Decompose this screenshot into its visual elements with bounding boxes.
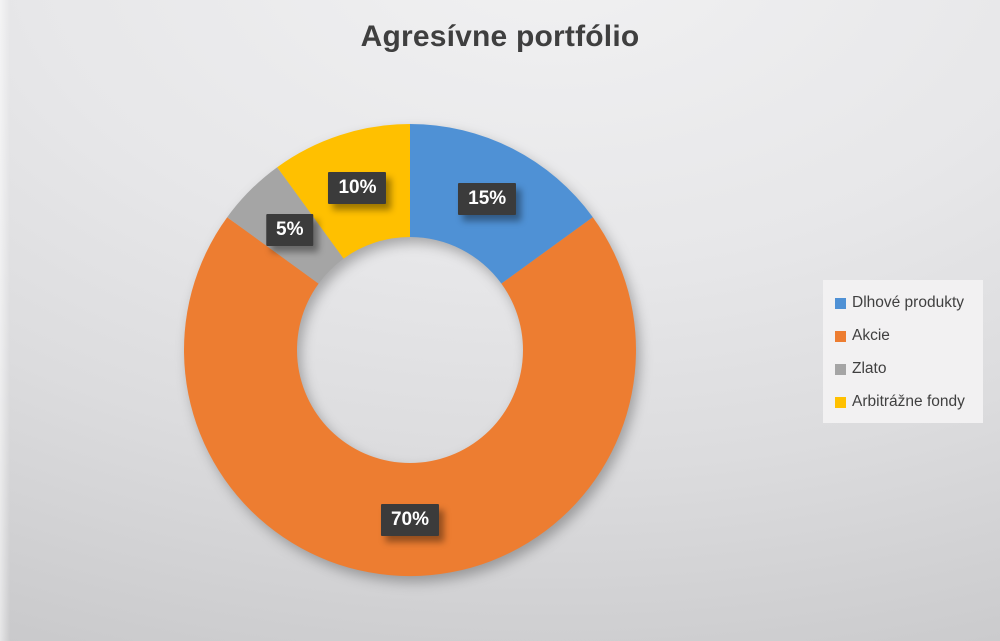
legend-item-0: Dlhové produkty (835, 288, 977, 318)
legend-item-3: Arbitrážne fondy (835, 387, 977, 417)
legend-item-1: Akcie (835, 321, 977, 351)
chart-title: Agresívne portfólio (360, 20, 640, 53)
legend-swatch-icon (835, 297, 846, 309)
data-label-0: 15% (458, 182, 517, 215)
data-label-3: 10% (328, 172, 387, 205)
chart-legend: Dlhové produkty Akcie Zlato Arbitrážne fond… (823, 280, 983, 423)
legend-label: Dlhové produkty (852, 294, 965, 311)
legend-swatch-icon (835, 363, 846, 375)
legend-swatch-icon (835, 330, 846, 342)
legend-item-2: Zlato (835, 354, 977, 384)
data-label-2: 5% (266, 213, 314, 246)
legend-label: Arbitrážne fondy (852, 393, 965, 410)
pie-slice-1 (183, 217, 637, 577)
legend-label: Akcie (852, 327, 890, 344)
legend-label: Zlato (852, 360, 887, 377)
legend-swatch-icon (835, 396, 846, 408)
data-label-1: 70% (380, 504, 440, 536)
